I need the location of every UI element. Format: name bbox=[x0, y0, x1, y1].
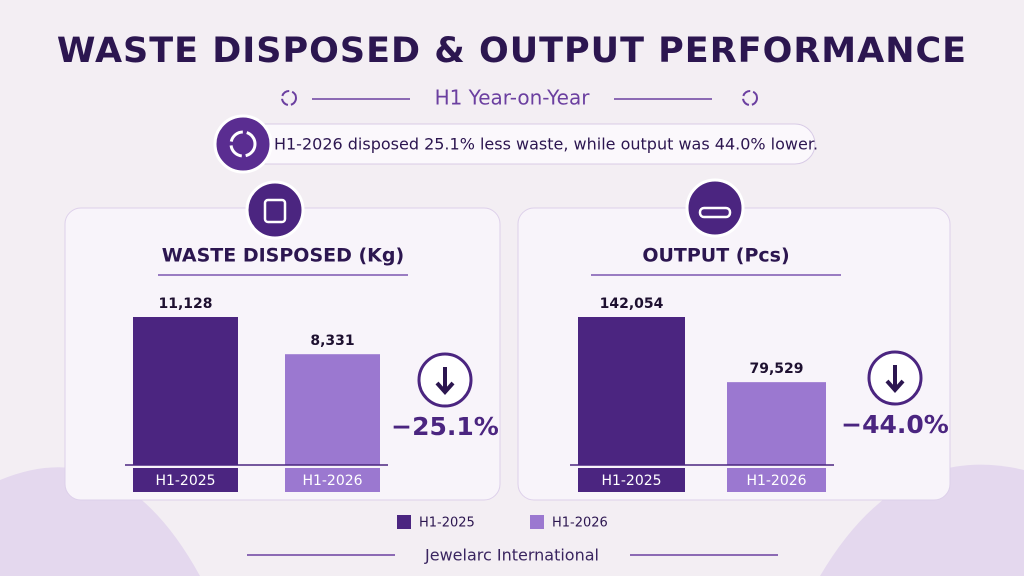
category-label: H1-2025 bbox=[601, 473, 661, 489]
change-label: −44.0% bbox=[841, 410, 949, 439]
value-label: 142,054 bbox=[600, 296, 664, 312]
category-label: H1-2026 bbox=[746, 473, 806, 489]
panel-title: OUTPUT (Pcs) bbox=[642, 245, 789, 267]
recycle-icon bbox=[742, 90, 758, 106]
category-label: H1-2025 bbox=[155, 473, 215, 489]
summary-icon bbox=[213, 114, 273, 174]
legend-swatch bbox=[530, 515, 544, 529]
conveyor-glyph bbox=[698, 206, 732, 219]
subtitle: H1 Year-on-Year bbox=[435, 86, 591, 110]
recycle-icon bbox=[281, 90, 297, 106]
category-box bbox=[727, 468, 826, 492]
category-label: H1-2026 bbox=[302, 473, 362, 489]
recycle-glyph bbox=[229, 130, 257, 158]
decor bbox=[820, 464, 1024, 576]
value-label: 79,529 bbox=[749, 361, 803, 377]
bin-glyph bbox=[263, 198, 287, 224]
category-box bbox=[578, 468, 685, 492]
title: WASTE DISPOSED & OUTPUT PERFORMANCE bbox=[57, 31, 967, 71]
value-label: 11,128 bbox=[158, 296, 212, 312]
panel-title: WASTE DISPOSED (Kg) bbox=[162, 245, 404, 267]
down-arrow bbox=[435, 367, 455, 396]
category-box bbox=[285, 468, 380, 492]
category-box bbox=[133, 468, 238, 492]
change-label: −25.1% bbox=[391, 412, 499, 441]
bar bbox=[578, 317, 685, 465]
legend-label: H1-2025 bbox=[419, 516, 475, 531]
decor bbox=[0, 467, 200, 576]
legend-label: H1-2026 bbox=[552, 516, 608, 531]
panel-icon bbox=[245, 180, 305, 240]
legend-swatch bbox=[397, 515, 411, 529]
bar bbox=[133, 317, 238, 465]
down-arrow bbox=[885, 365, 905, 394]
footer: Jewelarc International bbox=[424, 546, 599, 565]
bar bbox=[285, 354, 380, 465]
summary: H1-2026 disposed 25.1% less waste, while… bbox=[274, 135, 818, 154]
bar bbox=[727, 382, 826, 465]
value-label: 8,331 bbox=[310, 333, 354, 349]
